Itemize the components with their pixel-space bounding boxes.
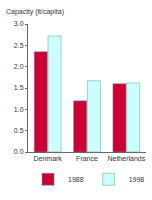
svg-text:0.5: 0.5 (14, 127, 24, 134)
svg-text:3.0: 3.0 (14, 20, 24, 27)
svg-text:1998: 1998 (129, 176, 145, 183)
svg-text:Capacity (lt/capita): Capacity (lt/capita) (6, 8, 64, 16)
svg-text:2.5: 2.5 (14, 42, 24, 49)
svg-text:1.0: 1.0 (14, 106, 24, 113)
svg-text:Denmark: Denmark (33, 155, 62, 162)
svg-text:Netherlands: Netherlands (107, 155, 145, 162)
svg-text:2.0: 2.0 (14, 63, 24, 70)
svg-text:0.0: 0.0 (14, 148, 24, 155)
svg-text:1988: 1988 (68, 176, 84, 183)
svg-text:France: France (76, 155, 98, 162)
svg-text:1.5: 1.5 (14, 84, 24, 91)
